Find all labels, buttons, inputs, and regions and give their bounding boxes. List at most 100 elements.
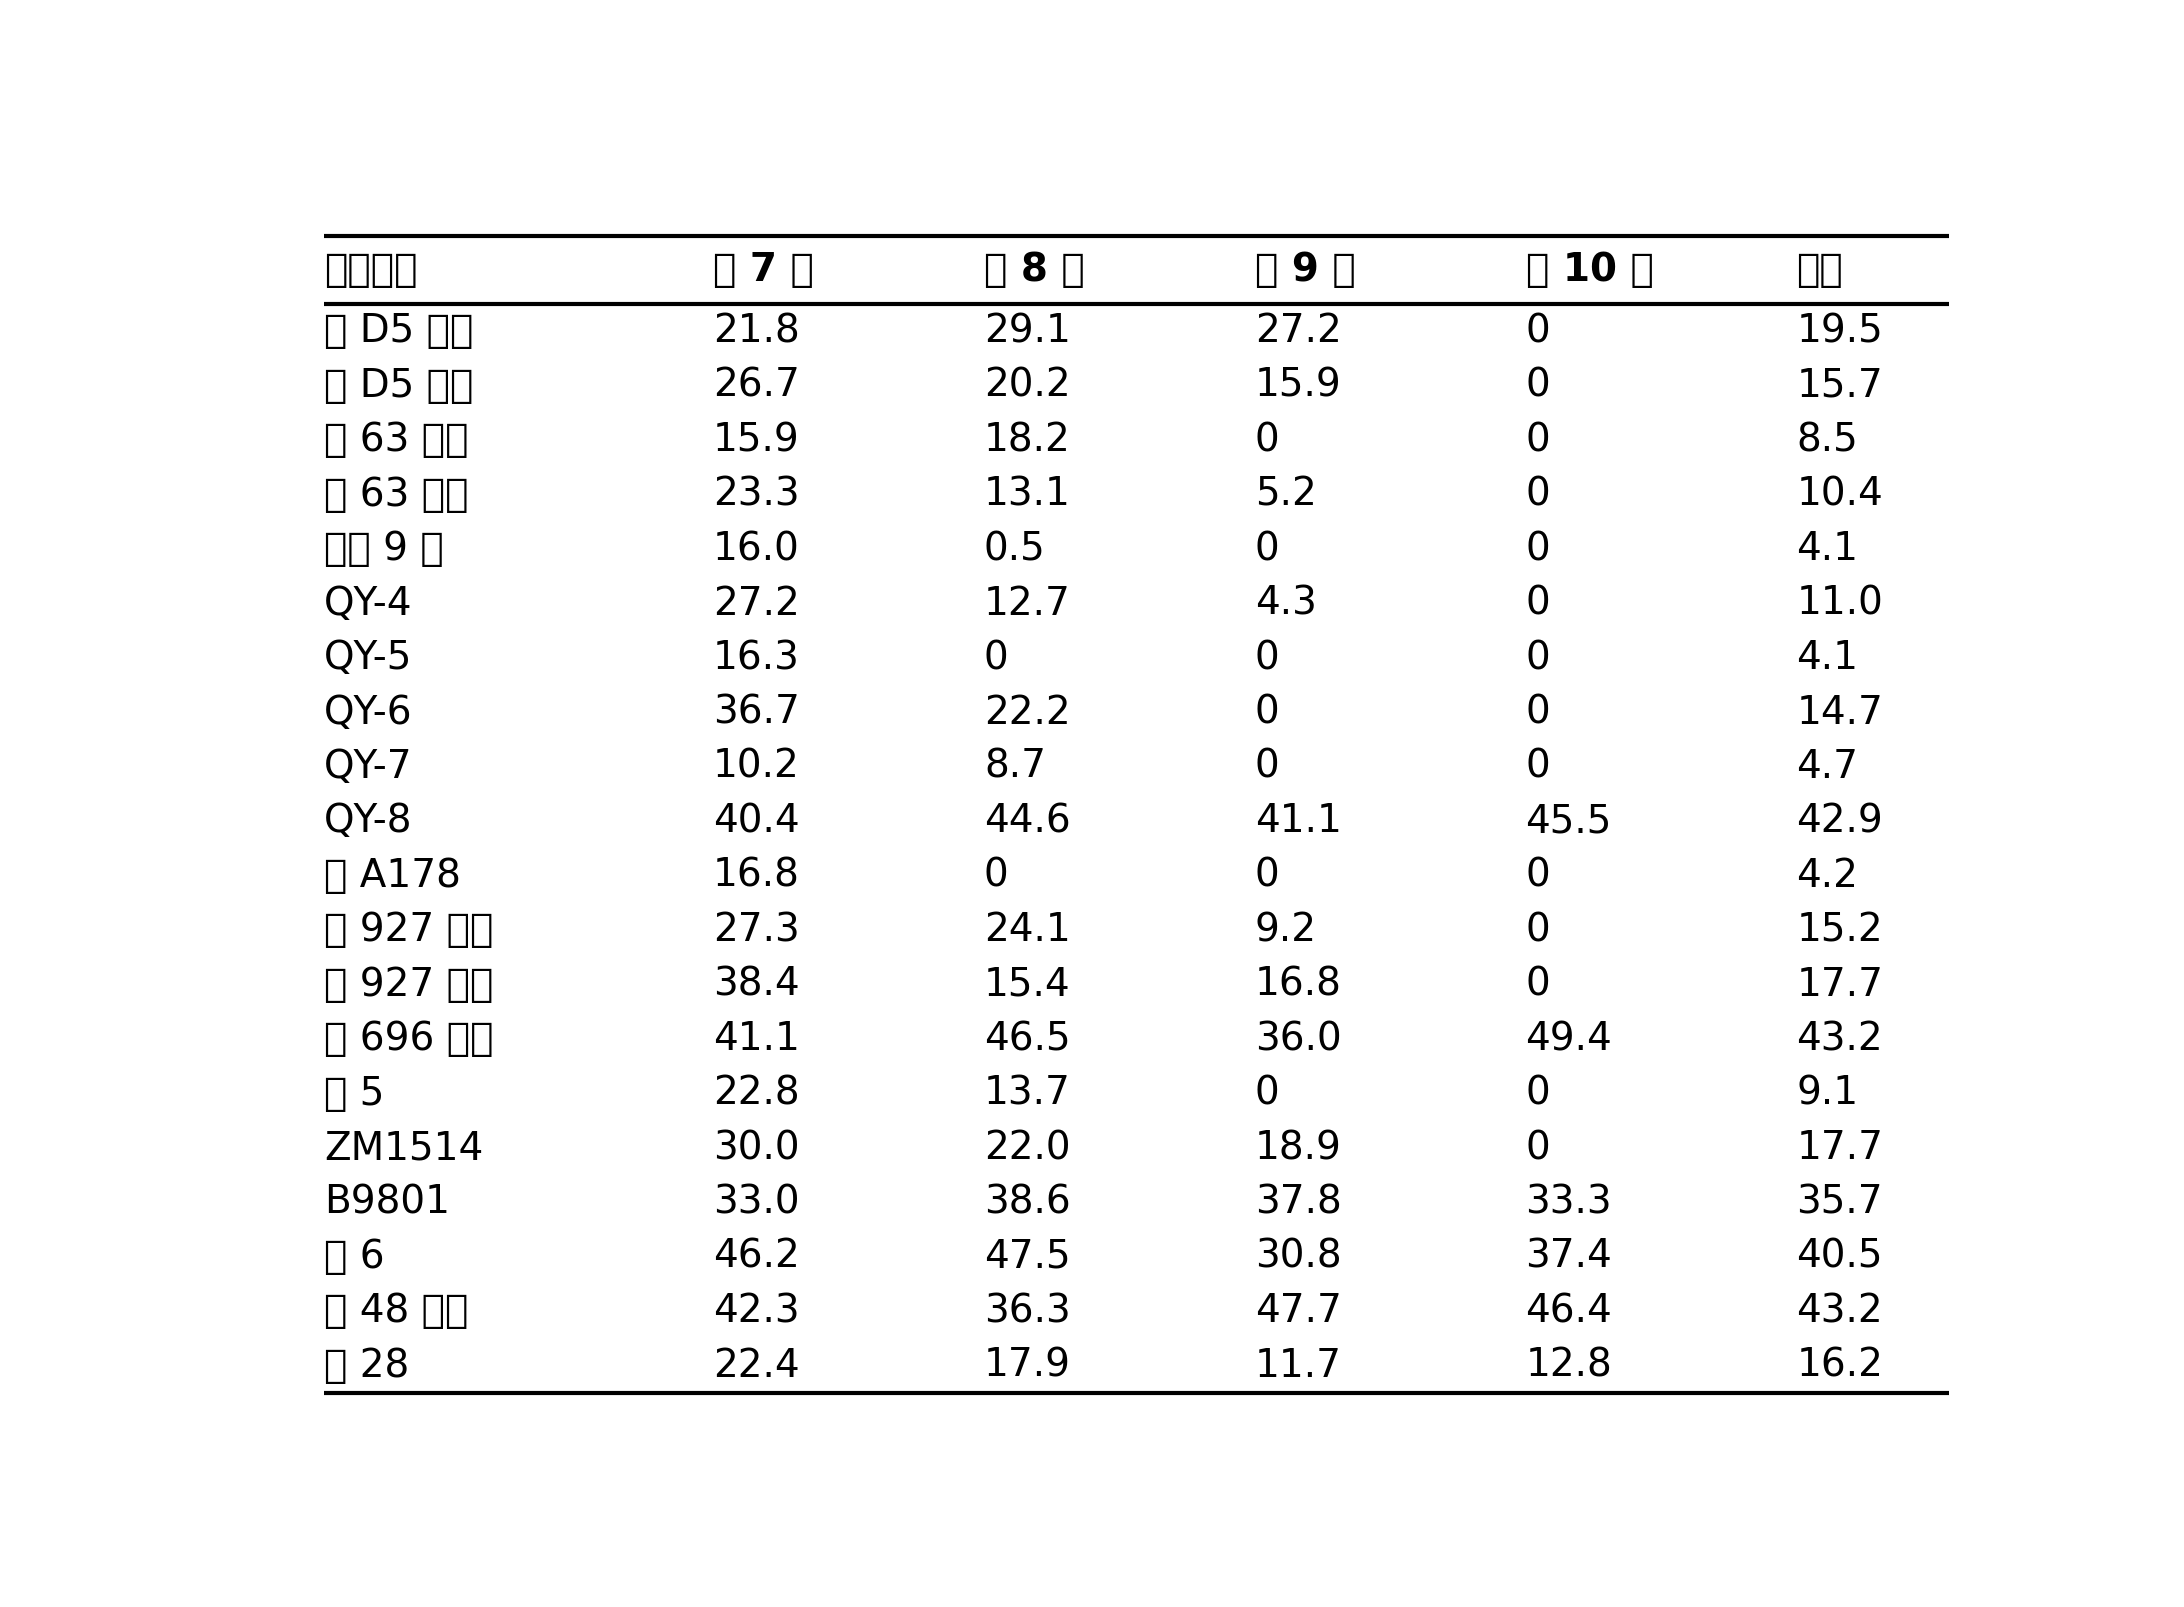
Text: 14.7: 14.7 xyxy=(1797,694,1883,731)
Text: QY-6: QY-6 xyxy=(323,694,413,731)
Text: 45.5: 45.5 xyxy=(1524,802,1612,840)
Text: 15.9: 15.9 xyxy=(1254,366,1341,405)
Text: 15.4: 15.4 xyxy=(983,966,1070,1004)
Text: 0: 0 xyxy=(983,640,1009,677)
Text: 29.1: 29.1 xyxy=(983,312,1070,350)
Text: 太 D5 父本: 太 D5 父本 xyxy=(323,312,474,350)
Text: 26.7: 26.7 xyxy=(712,366,799,405)
Text: 16.0: 16.0 xyxy=(712,530,799,569)
Text: 30.8: 30.8 xyxy=(1254,1237,1341,1276)
Text: 22.0: 22.0 xyxy=(983,1130,1070,1167)
Text: 27.2: 27.2 xyxy=(712,585,799,622)
Text: 0: 0 xyxy=(1524,1075,1551,1112)
Text: QY-5: QY-5 xyxy=(323,640,413,677)
Text: QY-7: QY-7 xyxy=(323,747,413,786)
Text: 4.7: 4.7 xyxy=(1797,747,1859,786)
Text: 中 696 母本: 中 696 母本 xyxy=(323,1020,494,1059)
Text: 平均: 平均 xyxy=(1797,251,1843,289)
Text: 15.7: 15.7 xyxy=(1797,366,1883,405)
Text: 第 8 天: 第 8 天 xyxy=(983,251,1085,289)
Text: 0: 0 xyxy=(1254,640,1280,677)
Text: 37.8: 37.8 xyxy=(1254,1183,1341,1221)
Text: 16.8: 16.8 xyxy=(1254,966,1341,1004)
Text: 36.3: 36.3 xyxy=(983,1292,1070,1331)
Text: 0: 0 xyxy=(1524,366,1551,405)
Text: 46.2: 46.2 xyxy=(712,1237,799,1276)
Text: 4.1: 4.1 xyxy=(1797,530,1859,569)
Text: 中 6: 中 6 xyxy=(323,1237,384,1276)
Text: QY-8: QY-8 xyxy=(323,802,413,840)
Text: 33.0: 33.0 xyxy=(712,1183,799,1221)
Text: 19.5: 19.5 xyxy=(1797,312,1883,350)
Text: 0: 0 xyxy=(1524,640,1551,677)
Text: 10.2: 10.2 xyxy=(712,747,799,786)
Text: 23.3: 23.3 xyxy=(712,476,799,514)
Text: 16.2: 16.2 xyxy=(1797,1347,1883,1385)
Text: 18.2: 18.2 xyxy=(983,421,1070,460)
Text: 鲁 28: 鲁 28 xyxy=(323,1347,408,1385)
Text: 42.3: 42.3 xyxy=(712,1292,799,1331)
Text: 5.2: 5.2 xyxy=(1254,476,1317,514)
Text: 第 10 天: 第 10 天 xyxy=(1524,251,1653,289)
Text: 13.1: 13.1 xyxy=(983,476,1070,514)
Text: 中 927 父本: 中 927 父本 xyxy=(323,911,494,950)
Text: 望品 9 号: 望品 9 号 xyxy=(323,530,443,569)
Text: 21.8: 21.8 xyxy=(712,312,799,350)
Text: 8.7: 8.7 xyxy=(983,747,1046,786)
Text: 0: 0 xyxy=(1254,530,1280,569)
Text: 0: 0 xyxy=(1524,476,1551,514)
Text: 0: 0 xyxy=(1524,694,1551,731)
Text: 20.2: 20.2 xyxy=(983,366,1070,405)
Text: 0: 0 xyxy=(1524,421,1551,460)
Text: 第 9 天: 第 9 天 xyxy=(1254,251,1356,289)
Text: 中 927 母本: 中 927 母本 xyxy=(323,966,494,1004)
Text: 中 63 父本: 中 63 父本 xyxy=(323,421,467,460)
Text: 0: 0 xyxy=(1524,1130,1551,1167)
Text: QY-4: QY-4 xyxy=(323,585,413,622)
Text: 10.4: 10.4 xyxy=(1797,476,1883,514)
Text: 17.7: 17.7 xyxy=(1797,966,1883,1004)
Text: 第 7 天: 第 7 天 xyxy=(712,251,815,289)
Text: 47.5: 47.5 xyxy=(983,1237,1070,1276)
Text: 30.0: 30.0 xyxy=(712,1130,799,1167)
Text: 中 48 父本: 中 48 父本 xyxy=(323,1292,467,1331)
Text: 36.7: 36.7 xyxy=(712,694,799,731)
Text: 0: 0 xyxy=(1254,694,1280,731)
Text: 33.3: 33.3 xyxy=(1524,1183,1612,1221)
Text: 0.5: 0.5 xyxy=(983,530,1046,569)
Text: 46.4: 46.4 xyxy=(1524,1292,1612,1331)
Text: 0: 0 xyxy=(1524,312,1551,350)
Text: 15.2: 15.2 xyxy=(1797,911,1883,950)
Text: 18.9: 18.9 xyxy=(1254,1130,1341,1167)
Text: 22.4: 22.4 xyxy=(712,1347,799,1385)
Text: 37.4: 37.4 xyxy=(1524,1237,1612,1276)
Text: 0: 0 xyxy=(1254,1075,1280,1112)
Text: 41.1: 41.1 xyxy=(1254,802,1341,840)
Text: 38.6: 38.6 xyxy=(983,1183,1070,1221)
Text: 40.4: 40.4 xyxy=(712,802,799,840)
Text: 11.7: 11.7 xyxy=(1254,1347,1341,1385)
Text: 13.7: 13.7 xyxy=(983,1075,1070,1112)
Text: 0: 0 xyxy=(1524,747,1551,786)
Text: 中 5: 中 5 xyxy=(323,1075,384,1112)
Text: 22.8: 22.8 xyxy=(712,1075,799,1112)
Text: 36.0: 36.0 xyxy=(1254,1020,1341,1059)
Text: 0: 0 xyxy=(983,857,1009,895)
Text: 9.1: 9.1 xyxy=(1797,1075,1859,1112)
Text: 12.8: 12.8 xyxy=(1524,1347,1612,1385)
Text: 49.4: 49.4 xyxy=(1524,1020,1612,1059)
Text: 4.2: 4.2 xyxy=(1797,857,1859,895)
Text: 41.1: 41.1 xyxy=(712,1020,799,1059)
Text: 12.7: 12.7 xyxy=(983,585,1070,622)
Text: 35.7: 35.7 xyxy=(1797,1183,1883,1221)
Text: 中 63 母本: 中 63 母本 xyxy=(323,476,467,514)
Text: 4.1: 4.1 xyxy=(1797,640,1859,677)
Text: 4.3: 4.3 xyxy=(1254,585,1317,622)
Text: 0: 0 xyxy=(1524,911,1551,950)
Text: 44.6: 44.6 xyxy=(983,802,1070,840)
Text: 40.5: 40.5 xyxy=(1797,1237,1883,1276)
Text: 8.5: 8.5 xyxy=(1797,421,1859,460)
Text: 17.9: 17.9 xyxy=(983,1347,1070,1385)
Text: 43.2: 43.2 xyxy=(1797,1292,1883,1331)
Text: 0: 0 xyxy=(1524,585,1551,622)
